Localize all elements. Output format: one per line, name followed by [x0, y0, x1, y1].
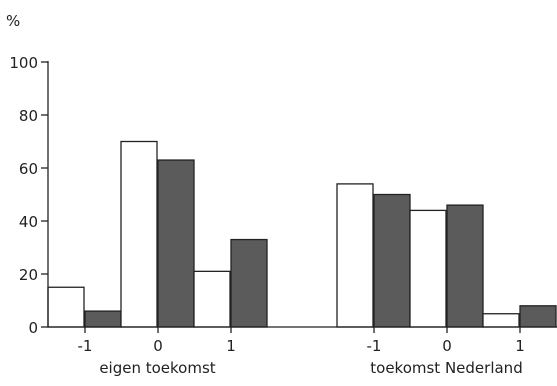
- bar: [519, 305, 557, 328]
- x-tick-label: -1: [78, 337, 93, 355]
- bar: [157, 159, 195, 328]
- x-tick-label: -1: [367, 337, 382, 355]
- x-axis-labels: -1 0 1 eigen toekomst -1 0 1 toekomst Nederland: [78, 327, 525, 377]
- bar: [230, 238, 268, 328]
- y-tick-label: 20: [19, 266, 38, 284]
- bar: [446, 204, 484, 328]
- y-unit-label: %: [6, 12, 20, 30]
- x-group-label: toekomst Nederland: [370, 359, 522, 377]
- bar: [193, 270, 231, 328]
- y-tick-label: 100: [9, 54, 38, 72]
- x-tick-label: 1: [226, 337, 236, 355]
- y-axis-ticks: 0 20 40 60 80 100: [9, 54, 48, 337]
- bars: [47, 140, 557, 328]
- x-tick-label: 1: [515, 337, 525, 355]
- y-tick-label: 60: [19, 160, 38, 178]
- y-tick-label: 0: [28, 319, 38, 337]
- bar: [84, 310, 122, 328]
- bar: [120, 140, 158, 328]
- bar: [336, 183, 374, 328]
- bar: [409, 209, 447, 328]
- y-tick-label: 80: [19, 107, 38, 125]
- x-tick-label: 0: [153, 337, 163, 355]
- x-group-label: eigen toekomst: [99, 359, 215, 377]
- bar: [373, 193, 411, 328]
- bar: [47, 286, 85, 328]
- bar: [482, 313, 520, 328]
- y-tick-label: 40: [19, 213, 38, 231]
- x-tick-label: 0: [442, 337, 452, 355]
